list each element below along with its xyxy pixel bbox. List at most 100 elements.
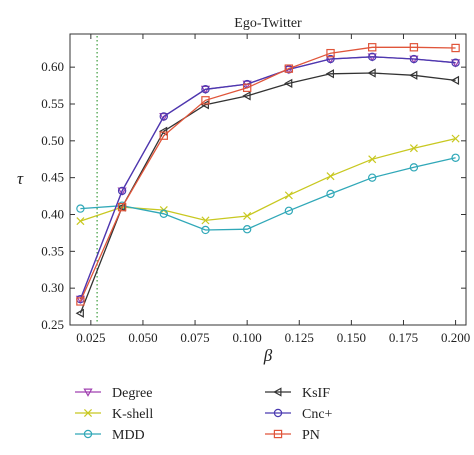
- data-point-mdd: [326, 189, 335, 199]
- data-point-mdd: [409, 163, 419, 172]
- data-point-mdd: [368, 173, 377, 182]
- data-point-cnc: [201, 85, 210, 94]
- series-line-pn: [79, 46, 456, 302]
- y-tick-label: 0.60: [41, 59, 64, 74]
- x-axis-title: β: [263, 346, 273, 365]
- data-point-k-shell: [201, 216, 210, 225]
- legend-label: Cnc+: [302, 407, 333, 422]
- series-pn: [76, 43, 460, 306]
- series-degree: [75, 53, 461, 305]
- x-tick-label: 0.075: [180, 330, 209, 345]
- data-point-pn: [409, 43, 419, 52]
- legend-item-k-shell: K-shell: [75, 407, 153, 422]
- data-point-mdd: [76, 204, 85, 213]
- legend-label: KsIF: [302, 386, 330, 401]
- data-point-ksif: [284, 78, 293, 88]
- legend-label: Degree: [112, 386, 152, 401]
- plot-frame: [69, 33, 467, 326]
- x-tick-label: 0.025: [76, 330, 105, 345]
- data-point-k-shell: [284, 191, 293, 200]
- data-point-cnc: [117, 186, 127, 196]
- x-tick-label: 0.200: [441, 330, 470, 345]
- data-point-pn: [159, 131, 168, 140]
- data-point-k-shell: [76, 217, 85, 226]
- data-point-ksif: [325, 69, 335, 79]
- data-point-pn: [368, 43, 377, 52]
- legend-item-cnc: Cnc+: [265, 407, 333, 422]
- axis-layer: 0.025 0.050 0.075 0.100 0.125 0.150 0.175 0.200…: [41, 33, 470, 345]
- y-axis-title: τ: [17, 169, 24, 188]
- y-tick-label: 0.45: [41, 170, 64, 185]
- data-point-cnc: [159, 112, 168, 121]
- legend-marker: [273, 408, 283, 418]
- data-point-mdd: [451, 153, 460, 162]
- data-point-mdd: [242, 225, 252, 234]
- data-point-pn: [326, 48, 335, 58]
- legend-marker: [83, 388, 93, 397]
- data-point-cnc: [409, 54, 419, 64]
- series-cnc: [76, 52, 460, 304]
- series-line-k-shell: [80, 137, 456, 222]
- x-tick-label: 0.050: [128, 330, 157, 345]
- legend-item-ksif: KsIF: [265, 386, 330, 401]
- series-line-ksif: [79, 72, 456, 314]
- series-line-mdd: [80, 157, 456, 231]
- legend-marker: [83, 429, 93, 439]
- series-ksif: [75, 68, 460, 318]
- y-tick-label: 0.55: [41, 96, 64, 111]
- legend-marker: [273, 429, 283, 439]
- data-point-ksif: [367, 68, 376, 78]
- x-tick-label: 0.125: [285, 330, 314, 345]
- data-point-cnc: [451, 58, 460, 67]
- plot-layer: [75, 36, 461, 324]
- data-point-pn: [451, 43, 460, 53]
- legend-label: MDD: [112, 428, 145, 443]
- data-point-degree: [159, 113, 169, 122]
- y-tick-label: 0.35: [41, 243, 64, 258]
- data-point-ksif: [409, 70, 418, 80]
- series-line-cnc: [79, 56, 456, 300]
- data-point-degree: [117, 187, 127, 196]
- data-point-mdd: [284, 206, 294, 216]
- legend-marker: [83, 408, 93, 418]
- legend-item-mdd: MDD: [75, 428, 145, 443]
- data-point-ksif: [75, 308, 84, 318]
- data-point-ksif: [450, 75, 460, 86]
- y-tick-label: 0.30: [41, 280, 64, 295]
- legend-label: K-shell: [112, 407, 153, 422]
- data-point-ksif: [200, 100, 209, 110]
- y-tick-label: 0.25: [41, 317, 64, 332]
- data-point-pn: [117, 202, 127, 212]
- series-mdd: [76, 153, 460, 235]
- data-point-mdd: [201, 225, 210, 235]
- data-point-k-shell: [409, 144, 418, 153]
- data-point-pn: [201, 96, 210, 105]
- legend-marker: [273, 387, 282, 397]
- data-point-k-shell: [326, 172, 335, 181]
- data-point-degree: [75, 295, 86, 305]
- data-point-cnc: [326, 54, 335, 64]
- chart-title: Ego-Twitter: [234, 16, 302, 31]
- data-point-cnc: [368, 52, 377, 62]
- legend-item-degree: Degree: [75, 386, 152, 401]
- data-point-k-shell: [451, 134, 460, 143]
- y-tick-label: 0.40: [41, 206, 64, 221]
- series-line-degree: [79, 56, 456, 300]
- x-tick-label: 0.150: [337, 330, 366, 345]
- data-point-pn: [242, 83, 252, 92]
- legend-item-pn: PN: [265, 428, 320, 443]
- data-point-pn: [284, 64, 294, 73]
- data-point-k-shell: [243, 211, 252, 220]
- data-point-mdd: [159, 209, 168, 218]
- legend: Degree K-shell MDD KsIF Cnc+ PN: [75, 386, 333, 443]
- data-point-ksif: [158, 126, 168, 136]
- series-k-shell: [76, 134, 460, 226]
- data-point-ksif: [242, 91, 251, 101]
- x-tick-label: 0.175: [389, 330, 418, 345]
- data-point-k-shell: [368, 155, 377, 164]
- legend-label: PN: [302, 428, 320, 443]
- y-tick-label: 0.50: [41, 133, 64, 148]
- x-tick-label: 0.100: [233, 330, 262, 345]
- data-point-pn: [76, 297, 85, 306]
